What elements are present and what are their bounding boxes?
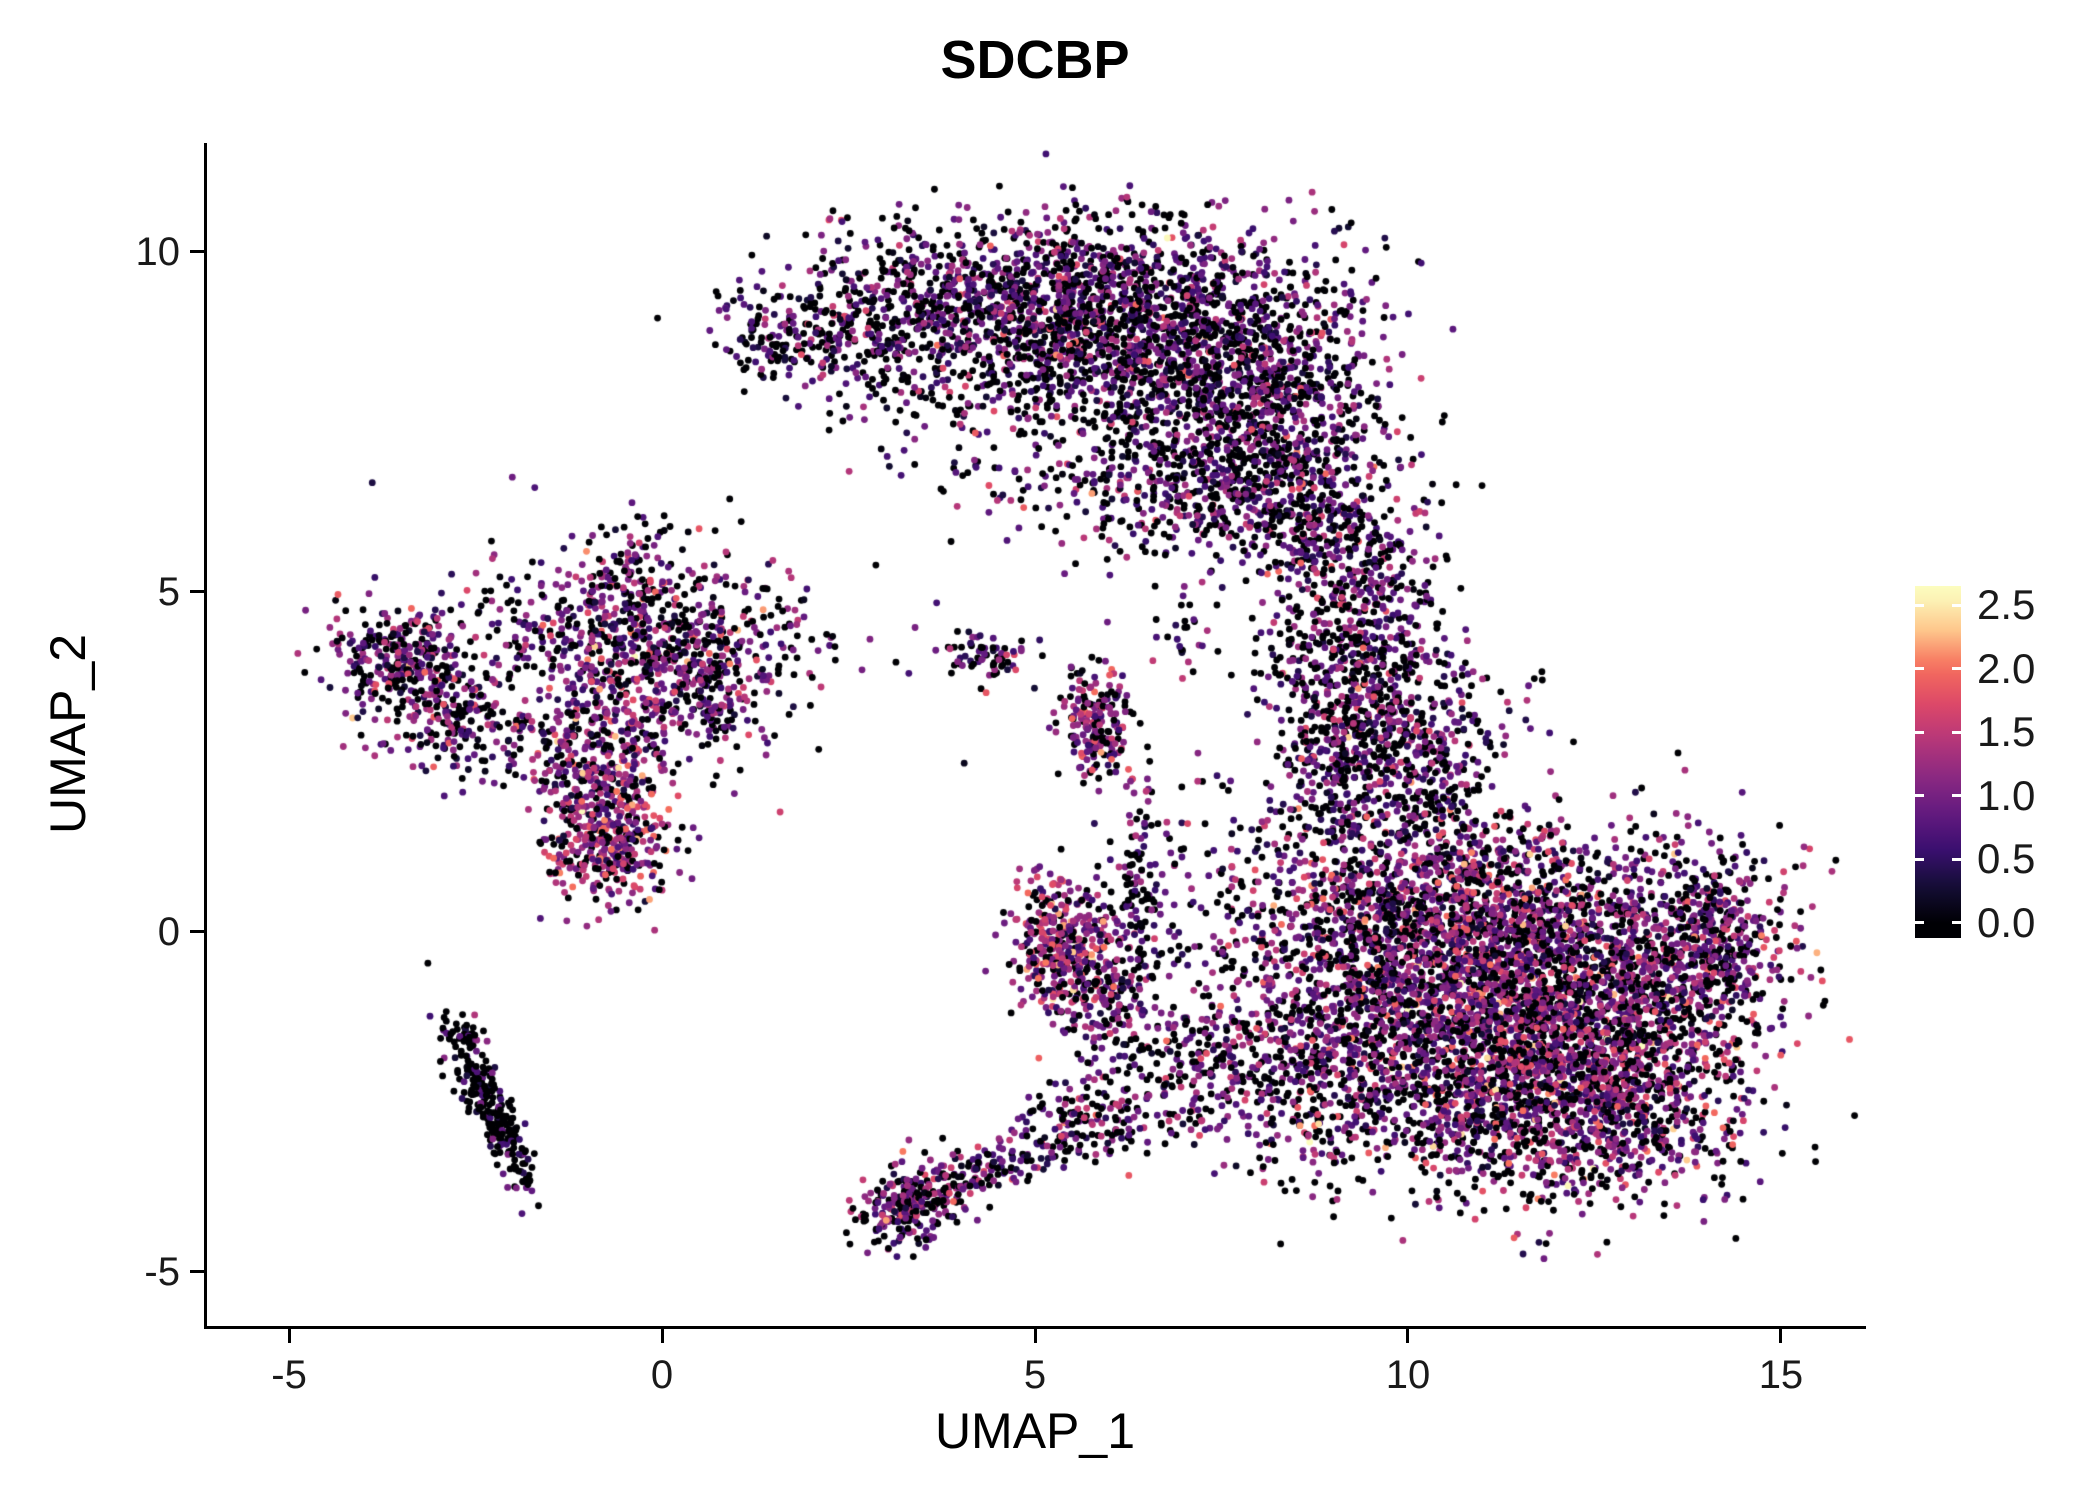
colorbar-tick-mark-right: [1952, 857, 1961, 861]
y-axis-title: UMAP_2: [40, 633, 96, 835]
colorbar-tick-mark-right: [1952, 730, 1961, 734]
colorbar-tick-label: 1.0: [1977, 771, 2036, 819]
y-tick-mark: [190, 590, 204, 594]
colorbar-tick-mark-right: [1952, 794, 1961, 798]
colorbar-tick-mark-left: [1915, 794, 1924, 798]
colorbar-tick-label: 0.5: [1977, 835, 2036, 883]
colorbar-tick-mark-right: [1952, 603, 1961, 607]
x-tick-label: 5: [1023, 1353, 1047, 1397]
colorbar-tick-label: 1.5: [1977, 708, 2036, 756]
colorbar-tick-mark-left: [1915, 921, 1924, 925]
colorbar-gradient: [1915, 586, 1961, 938]
y-tick-mark: [190, 250, 204, 254]
y-tick-label: 10: [135, 229, 181, 274]
y-tick-mark: [190, 930, 204, 934]
x-tick-mark: [287, 1329, 291, 1343]
plot-title: SDCBP: [940, 30, 1130, 90]
x-tick-mark: [1406, 1329, 1410, 1343]
colorbar-tick-mark-left: [1915, 667, 1924, 671]
x-tick-label: 15: [1758, 1353, 1804, 1397]
y-tick-label: 5: [157, 569, 180, 614]
x-tick-label: 10: [1385, 1353, 1431, 1397]
y-tick-mark: [190, 1270, 204, 1274]
colorbar-tick-mark-right: [1952, 667, 1961, 671]
colorbar-tick-mark-left: [1915, 603, 1924, 607]
y-tick-label: -5: [144, 1249, 180, 1294]
colorbar-tick-label: 2.0: [1977, 644, 2036, 692]
x-tick-label: -5: [271, 1353, 307, 1397]
x-tick-label: 0: [650, 1353, 674, 1397]
x-axis-title: UMAP_1: [934, 1403, 1136, 1459]
y-axis-line: [204, 143, 207, 1329]
y-tick-label: 0: [157, 909, 180, 954]
plot-panel: [207, 143, 1863, 1326]
x-axis-line: [204, 1326, 1866, 1329]
colorbar-tick-mark-right: [1952, 921, 1961, 925]
x-tick-mark: [660, 1329, 664, 1343]
x-tick-mark: [1033, 1329, 1037, 1343]
umap-scatter-canvas: [207, 143, 1863, 1326]
colorbar-tick-mark-left: [1915, 730, 1924, 734]
colorbar-tick-label: 0.0: [1977, 898, 2036, 946]
colorbar-tick-mark-left: [1915, 857, 1924, 861]
colorbar-tick-label: 2.5: [1977, 581, 2036, 629]
x-tick-mark: [1779, 1329, 1783, 1343]
